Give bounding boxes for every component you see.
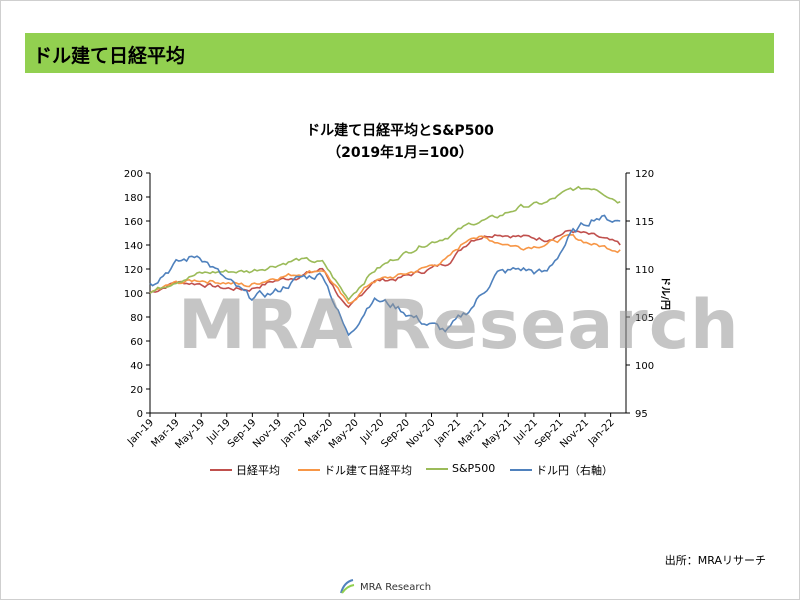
- legend-item-sp500: S&P500: [426, 462, 495, 475]
- y-right-tick-label: 105: [635, 313, 654, 324]
- footer-logo: MRA Research: [338, 578, 431, 596]
- y-left-tick-label: 160: [124, 217, 143, 228]
- y-left-tick-label: 100: [124, 289, 143, 300]
- page-title: ドル建て日経平均: [33, 45, 186, 67]
- chart-title-block: ドル建て日経平均とS&P500 （2019年1月=100）: [200, 120, 600, 164]
- y-left-tick-label: 180: [124, 193, 143, 204]
- legend-label: 日経平均: [236, 464, 280, 477]
- y-left-tick-label: 60: [130, 337, 143, 348]
- y-left-tick-label: 0: [137, 409, 143, 420]
- chart-subtitle: （2019年1月=100）: [327, 145, 473, 161]
- y-right-tick-label: 95: [635, 409, 648, 420]
- chart-legend: 日経平均 ドル建て日経平均 S&P500 ドル円（右軸）: [210, 462, 630, 480]
- legend-item-usdjpy: ドル円（右軸）: [510, 462, 613, 478]
- series-line-3: [149, 214, 621, 337]
- x-tick-label: Nov-19: [251, 417, 284, 450]
- legend-item-nikkei: 日経平均: [210, 462, 280, 478]
- y-right-axis-label: ドル/円: [659, 276, 671, 310]
- y-right-tick-label: 115: [635, 217, 654, 228]
- series-line-2: [149, 185, 621, 302]
- y-right-tick-label: 110: [635, 265, 654, 276]
- legend-swatch: [298, 469, 320, 471]
- legend-label: S&P500: [452, 462, 496, 475]
- chart-title: ドル建て日経平均とS&P500: [306, 123, 494, 139]
- x-tick-label: Nov-21: [558, 417, 591, 450]
- x-tick-label: Jan-22: [586, 417, 617, 448]
- title-bar: ドル建て日経平均: [25, 33, 774, 73]
- legend-label: ドル建て日経平均: [324, 464, 412, 477]
- series-line-1: [149, 233, 621, 305]
- logo-text: MRA Research: [360, 581, 432, 593]
- source-note: 出所：MRAリサーチ: [664, 554, 766, 567]
- legend-item-nikkei-usd: ドル建て日経平均: [298, 462, 412, 478]
- legend-swatch: [510, 469, 532, 471]
- x-tick-label: Nov-20: [405, 417, 438, 450]
- y-left-tick-label: 80: [130, 313, 143, 324]
- y-right-tick-label: 120: [635, 169, 654, 180]
- legend-swatch: [210, 469, 232, 471]
- y-left-tick-label: 140: [124, 241, 143, 252]
- legend-label: ドル円（右軸）: [536, 464, 613, 477]
- y-left-tick-label: 120: [124, 265, 143, 276]
- mra-logo-icon: [340, 579, 355, 594]
- legend-swatch: [426, 467, 448, 470]
- y-left-tick-label: 40: [130, 361, 143, 372]
- series-line-0: [149, 229, 621, 309]
- y-right-tick-label: 100: [635, 361, 654, 372]
- y-left-tick-label: 200: [124, 169, 143, 180]
- y-left-tick-label: 20: [130, 385, 143, 396]
